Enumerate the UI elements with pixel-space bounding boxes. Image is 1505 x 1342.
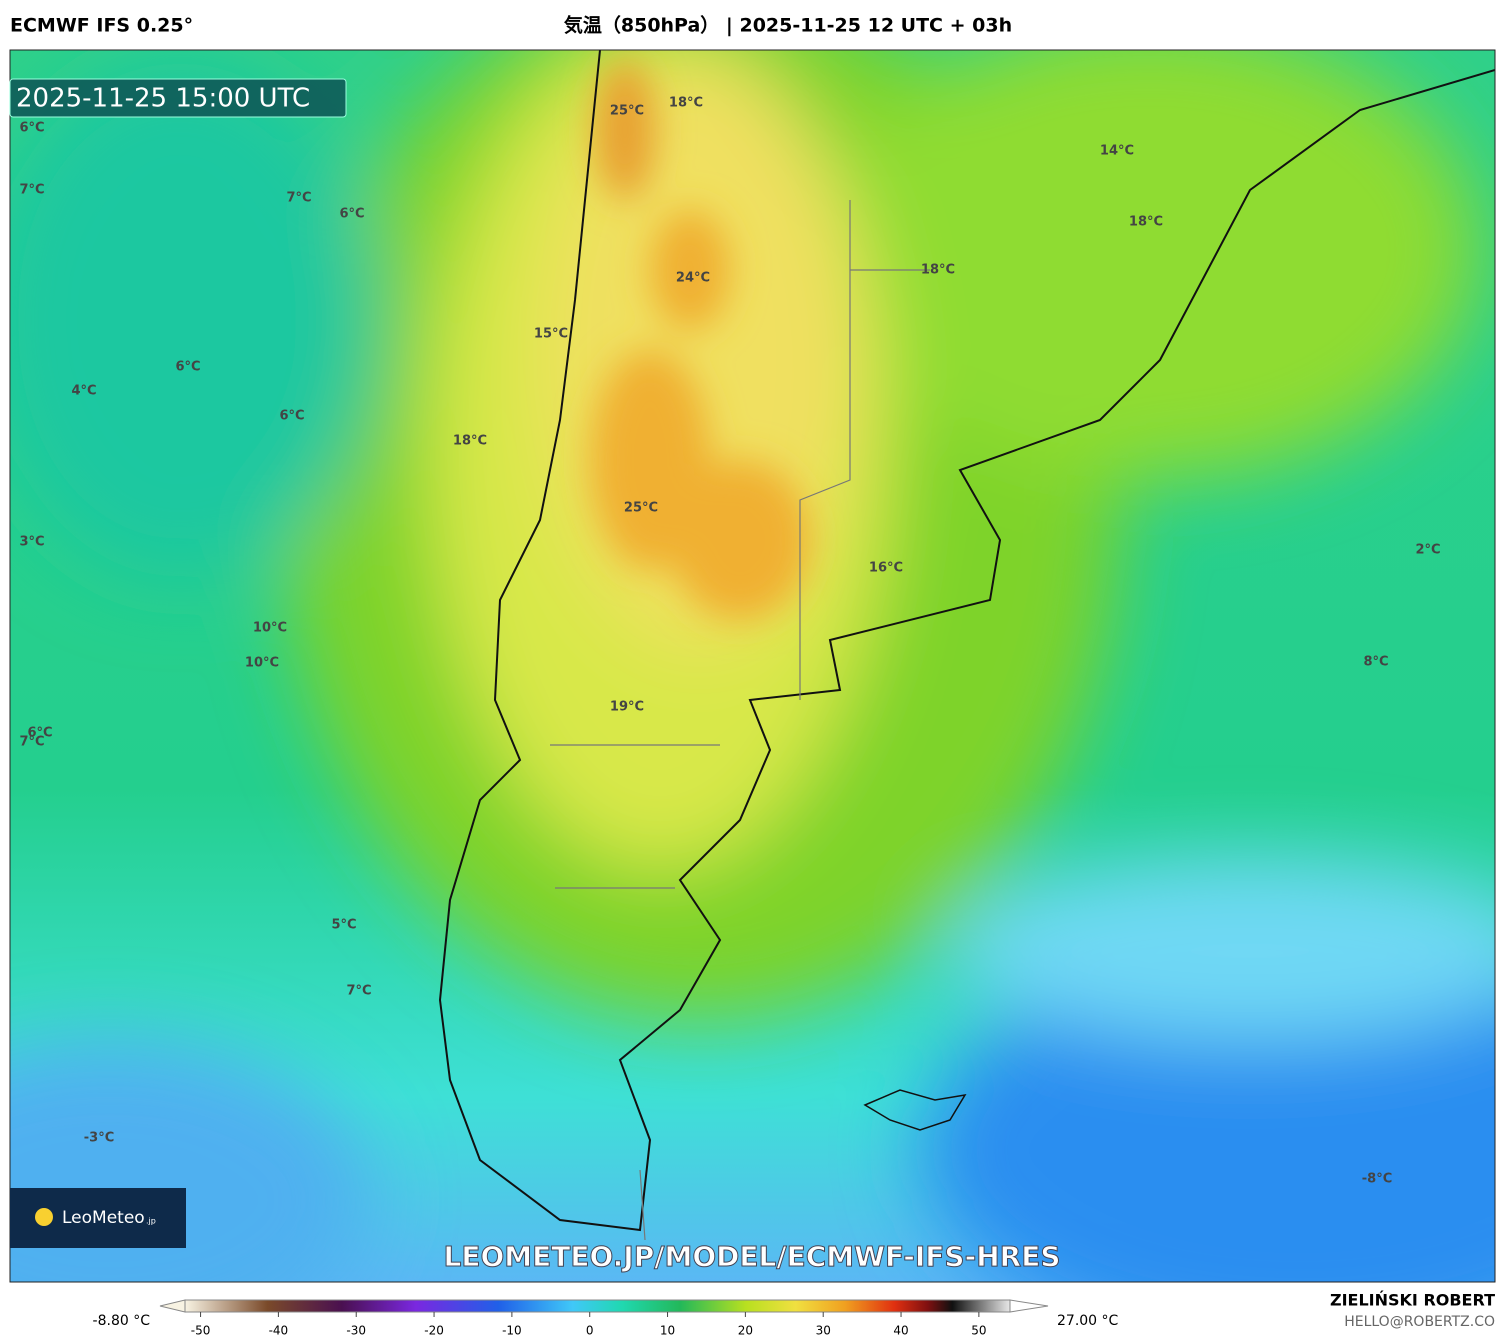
colorbar-tick-label: 50 [971, 1324, 986, 1338]
warm-cores [590, 60, 810, 620]
model-name: ECMWF IFS 0.25° [10, 15, 193, 37]
temperature-label: 6°C [27, 726, 52, 741]
coastline [438, 50, 1495, 1232]
temperature-label: 18°C [921, 263, 955, 278]
temperature-label: 8°C [1363, 655, 1388, 670]
colorbar-tick-label: -50 [191, 1324, 211, 1338]
temperature-label: 14°C [1100, 144, 1134, 159]
temperature-label: 18°C [669, 96, 703, 111]
colorbar-tick-label: 10 [660, 1324, 675, 1338]
temperature-label: 7°C [19, 735, 44, 750]
colorbar-high-end [1009, 1299, 1049, 1313]
temperature-label: 24°C [676, 271, 710, 286]
temperature-label: 7°C [286, 191, 311, 206]
colorbar-tick-label: 40 [893, 1324, 908, 1338]
temperature-label: 7°C [19, 183, 44, 198]
temperature-label: 25°C [624, 501, 658, 516]
valid-time-box [9, 78, 347, 118]
temperature-label: 3°C [19, 535, 44, 550]
logo-suffix: .jp [146, 1217, 156, 1226]
temperature-label: 15°C [534, 327, 568, 342]
temperature-label: 10°C [245, 656, 279, 671]
colorbar [184, 1299, 1011, 1313]
map-frame [9, 49, 1496, 1283]
temperature-label: 5°C [331, 918, 356, 933]
colorbar-max: 27.00 °C [1057, 1313, 1119, 1329]
logo-sun [35, 1208, 53, 1226]
valid-time: 2025-11-25 15:00 UTC [16, 84, 310, 114]
temperature-label: 16°C [869, 561, 903, 576]
temperature-label: 19°C [610, 700, 644, 715]
colorbar-low-end [159, 1299, 186, 1313]
temperature-label: 7°C [346, 984, 371, 999]
email: HELLO@ROBERTZ.CO [1344, 1314, 1495, 1330]
temperature-label: 18°C [453, 434, 487, 449]
logo-brand: LeoMeteo [62, 1208, 145, 1228]
temperature-label: 4°C [71, 384, 96, 399]
temperature-label: 6°C [339, 207, 364, 222]
temperature-label: 25°C [610, 104, 644, 119]
borders [550, 200, 930, 1241]
colorbar-tick-label: -20 [424, 1324, 444, 1338]
colorbar-tick-label: 30 [816, 1324, 831, 1338]
colorbar-tick-label: -30 [346, 1324, 366, 1338]
map-title: 気温（850hPa） | 2025-11-25 12 UTC + 03h [564, 14, 1012, 37]
temperature-label: 2°C [1415, 543, 1440, 558]
temperature-label: -8°C [1362, 1172, 1392, 1187]
colorbar-min: -8.80 °C [93, 1313, 151, 1329]
colorbar-tick-label: 0 [586, 1324, 594, 1338]
temperature-label: 6°C [175, 360, 200, 375]
map-labels: 25°C18°C14°C6°C7°C7°C6°C18°C18°C24°C15°C… [19, 96, 1440, 1187]
colorbar-tick-label: -40 [269, 1324, 289, 1338]
temperature-label: -3°C [84, 1131, 114, 1146]
falkland-islands [863, 1089, 967, 1131]
temperature-label: 10°C [253, 621, 287, 636]
temperature-label: 18°C [1129, 215, 1163, 230]
colorbar-tick-label: -10 [502, 1324, 522, 1338]
author: ZIELIŃSKI ROBERT [1330, 1291, 1495, 1310]
colorbar-tick-label: 20 [738, 1324, 753, 1338]
temperature-label: 6°C [279, 409, 304, 424]
colorbar-ticks: -50 -40 -30 -20 -10 0 10 20 30 40 50 [191, 1312, 987, 1338]
temperature-label: 6°C [19, 121, 44, 136]
watermark: LEOMETEO.JP/MODEL/ECMWF-IFS-HRES [443, 1240, 1060, 1273]
